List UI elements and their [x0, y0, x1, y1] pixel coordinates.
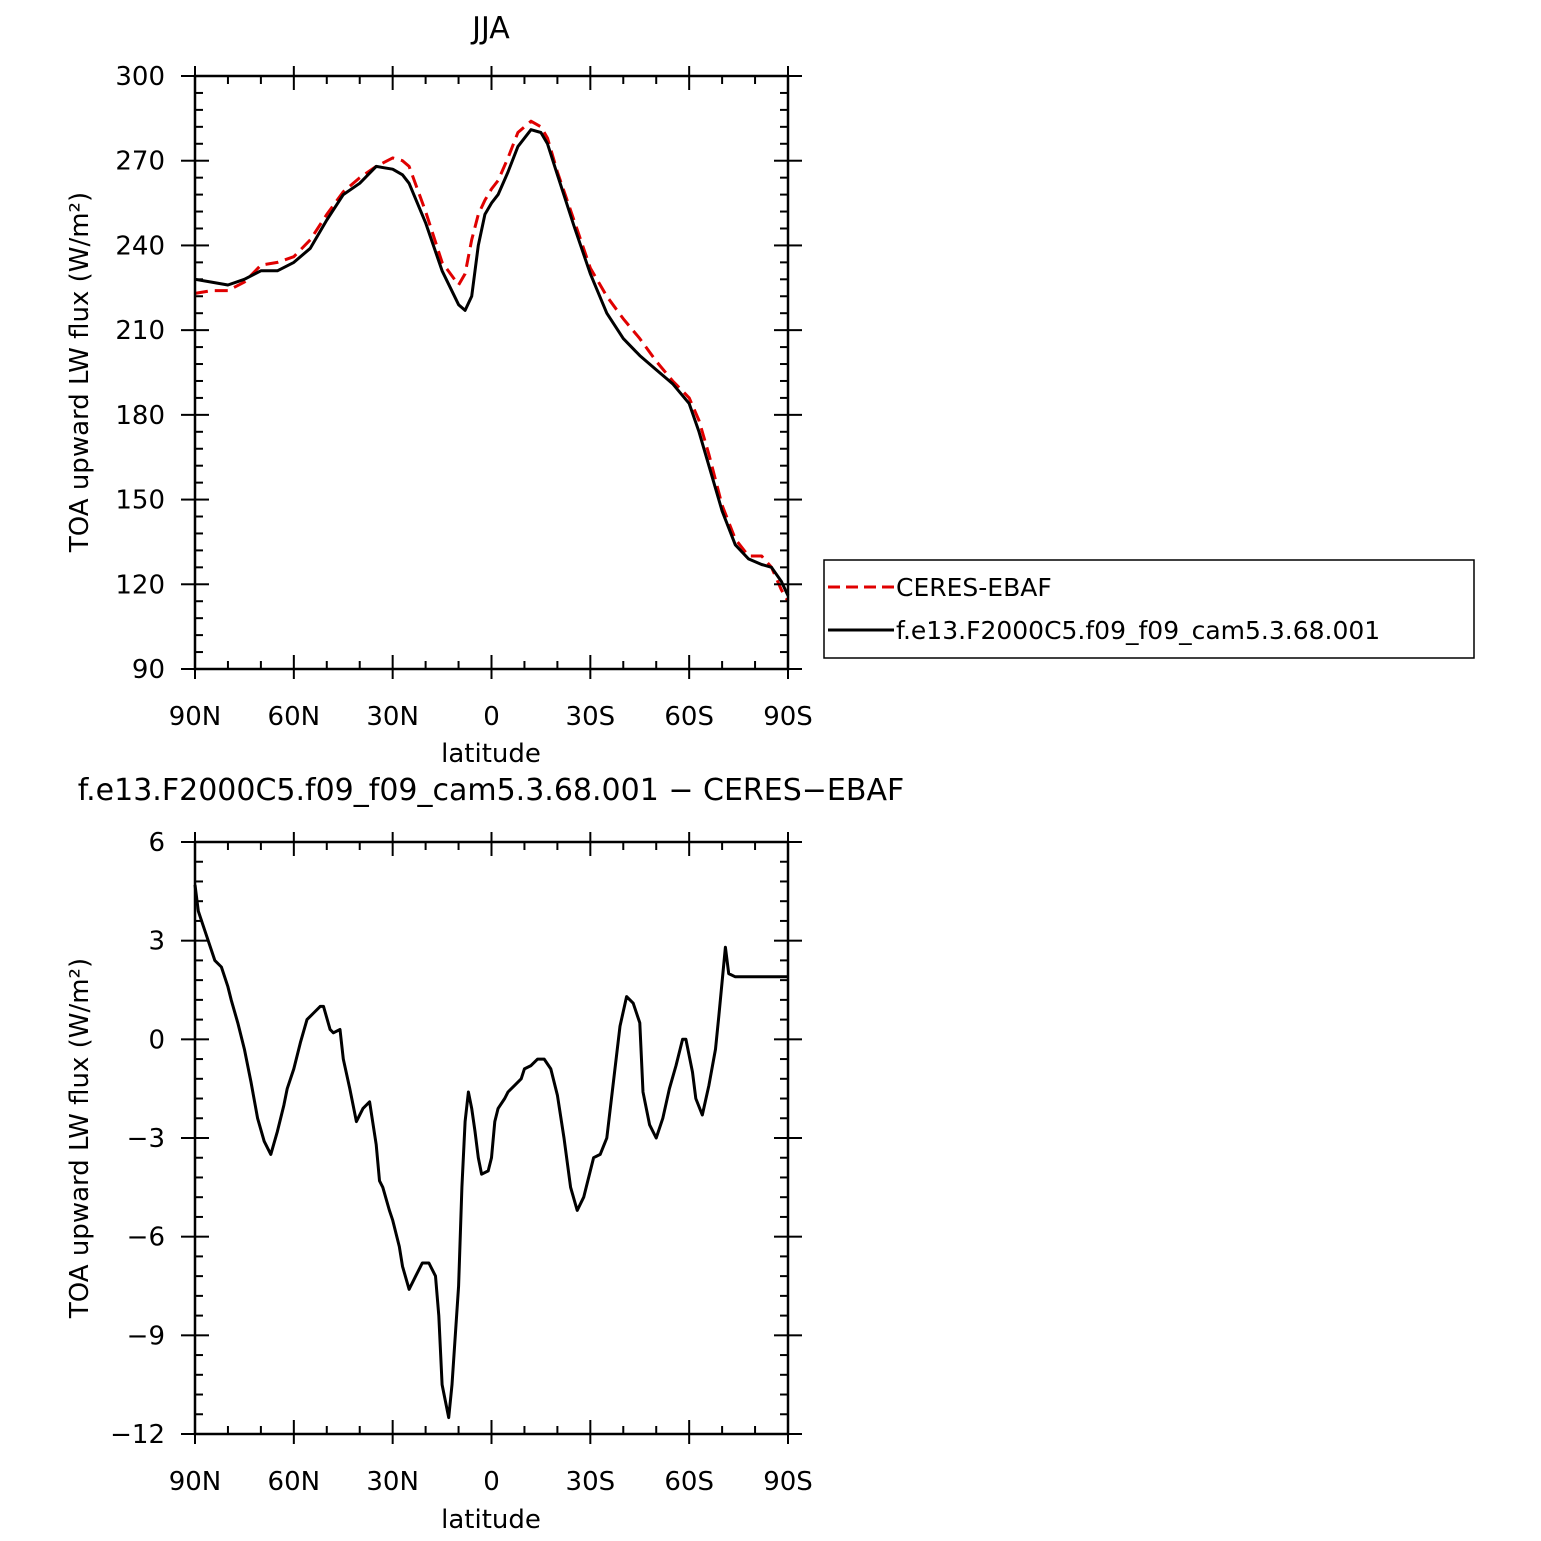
top-y-tick-label: 210: [115, 316, 165, 346]
bottom-y-tick-label: −9: [127, 1321, 165, 1351]
top-x-tick-label: 30N: [366, 702, 419, 732]
top-x-tick-label: 0: [483, 702, 500, 732]
bottom-panel: f.e13.F2000C5.f09_f09_cam5.3.68.001 − CE…: [65, 773, 904, 1535]
legend: CERES-EBAF f.e13.F2000C5.f09_f09_cam5.3.…: [823, 559, 1475, 659]
bottom-y-tick-label: 6: [148, 828, 165, 858]
bottom-y-axis-label: TOA upward LW flux (W/m²): [65, 958, 95, 1319]
bottom-series-layer: [193, 884, 788, 1420]
top-x-axis-label: latitude: [441, 739, 541, 769]
bottom-plot-frame: [193, 840, 790, 1436]
legend-box: [823, 559, 1475, 659]
top-plot-frame: [193, 74, 790, 671]
top-series-layer: [194, 119, 790, 602]
top-y-tick-label: 240: [115, 231, 165, 261]
bottom-chart-title: f.e13.F2000C5.f09_f09_cam5.3.68.001 − CE…: [78, 773, 904, 808]
bottom-x-tick-label: 90S: [763, 1467, 813, 1497]
top-y-tick-label: 150: [115, 486, 165, 516]
top-tick-layer: 90N 60N 30N 0 30S 60S 90S 90 120 150 180 210 240 270 3…: [115, 62, 812, 732]
bottom-x-tick-label: 90N: [169, 1467, 222, 1497]
bottom-x-tick-label: 30N: [366, 1467, 419, 1497]
top-y-tick-label: 300: [115, 62, 165, 92]
top-x-tick-label: 90N: [169, 702, 222, 732]
top-panel: JJA 90N 60N 30N 0 30S 60S 90S 90 120 150 180 210 240…: [65, 11, 813, 769]
top-y-tick-label: 180: [115, 401, 165, 431]
legend-label-model: f.e13.F2000C5.f09_f09_cam5.3.68.001: [896, 616, 1380, 645]
top-y-tick-label: 120: [115, 570, 165, 600]
bottom-x-tick-label: 60N: [268, 1467, 321, 1497]
legend-label-ceres: CERES-EBAF: [896, 573, 1052, 602]
top-x-tick-label: 60S: [664, 702, 714, 732]
bottom-y-tick-label: 3: [148, 927, 165, 957]
top-x-tick-label: 30S: [566, 702, 616, 732]
bottom-x-tick-label: 30S: [566, 1467, 616, 1497]
bottom-series-line-0: [193, 884, 788, 1420]
bottom-x-tick-label: 0: [483, 1467, 500, 1497]
top-series-line-0: [194, 119, 790, 602]
bottom-y-tick-label: −12: [110, 1420, 165, 1450]
top-series-line-1: [194, 128, 790, 597]
bottom-tick-layer: 90N 60N 30N 0 30S 60S 90S −12 −9 −6 −3 0 3 6: [110, 828, 813, 1497]
bottom-x-tick-label: 60S: [664, 1467, 714, 1497]
top-x-tick-label: 60N: [268, 702, 321, 732]
top-y-tick-label: 270: [115, 147, 165, 177]
bottom-y-tick-label: 0: [148, 1025, 165, 1055]
bottom-x-axis-label: latitude: [441, 1505, 541, 1535]
top-y-tick-label: 90: [132, 655, 165, 685]
top-x-tick-label: 90S: [763, 702, 813, 732]
bottom-y-tick-label: −6: [127, 1223, 165, 1253]
bottom-y-tick-label: −3: [127, 1124, 165, 1154]
top-y-axis-label: TOA upward LW flux (W/m²): [65, 192, 95, 553]
top-chart-title: JJA: [470, 11, 510, 46]
